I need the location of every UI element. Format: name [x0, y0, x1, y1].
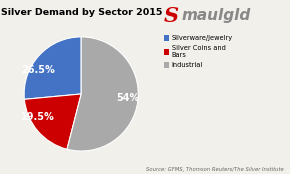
- Wedge shape: [24, 37, 81, 99]
- Legend: Silverware/Jewelry, Silver Coins and
Bars, Industrial: Silverware/Jewelry, Silver Coins and Bar…: [163, 35, 233, 69]
- Text: 26.5%: 26.5%: [21, 65, 55, 75]
- Text: 19.5%: 19.5%: [21, 112, 54, 122]
- Text: Silver Demand by Sector 2015: Silver Demand by Sector 2015: [1, 8, 162, 17]
- Wedge shape: [67, 37, 138, 151]
- Text: S: S: [164, 6, 179, 26]
- Wedge shape: [24, 94, 81, 149]
- Text: maulgld: maulgld: [181, 8, 251, 23]
- Text: 54%: 54%: [116, 93, 139, 103]
- Text: Source: GFMS, Thomson Reuters/The Silver Institute: Source: GFMS, Thomson Reuters/The Silver…: [146, 167, 284, 172]
